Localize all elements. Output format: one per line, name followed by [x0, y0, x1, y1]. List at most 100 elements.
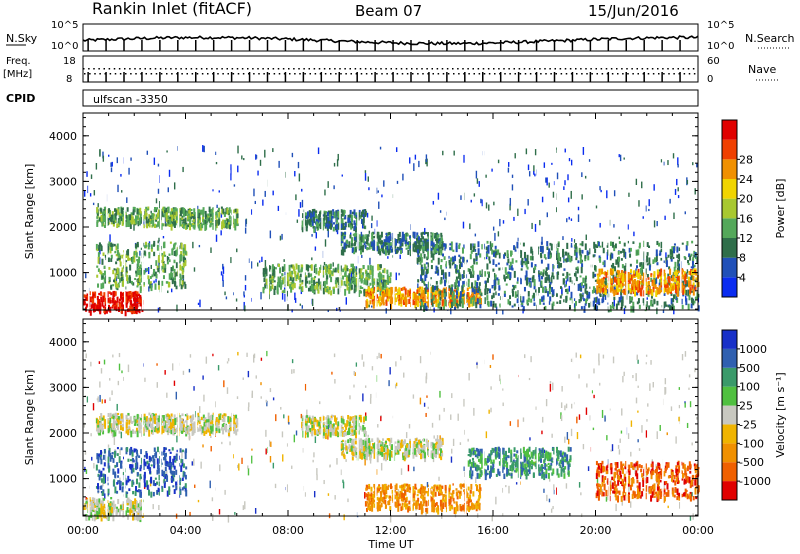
echo-cell: [404, 240, 407, 245]
echo-cell: [279, 276, 282, 280]
echo-cell: [116, 403, 118, 411]
echo-cell: [434, 246, 437, 252]
echo-cell: [234, 223, 237, 231]
echo-cell: [647, 290, 650, 295]
echo-cell: [144, 209, 147, 216]
echo-cell: [632, 306, 635, 313]
echo-cell: [379, 234, 382, 241]
freq-dot: [365, 73, 368, 75]
echo-cell: [183, 281, 186, 285]
echo-cell: [661, 274, 664, 278]
echo-cell: [522, 306, 525, 312]
echo-cell: [368, 287, 371, 293]
echo-cell: [475, 287, 478, 294]
freq-dot: [581, 73, 583, 75]
echo-cell: [659, 279, 662, 284]
echo-cell: [627, 240, 629, 244]
echo-cell: [395, 239, 398, 246]
echo-cell: [179, 255, 182, 259]
freq-dot: [217, 73, 219, 75]
echo-cell: [425, 154, 428, 163]
echo-cell: [244, 275, 247, 281]
nave-dot: [687, 68, 690, 70]
echo-cell: [316, 226, 319, 229]
echo-cell: [398, 231, 401, 237]
echo-cell: [291, 281, 294, 286]
echo-cell: [426, 256, 429, 261]
echo-cell: [674, 287, 677, 294]
echo-cell: [542, 302, 545, 305]
nave-dot: [672, 68, 674, 70]
freq-dot: [104, 73, 106, 75]
echo-cell: [514, 291, 517, 298]
echo-cell: [541, 296, 544, 302]
echo-cell: [173, 223, 176, 228]
echo-cell: [418, 243, 421, 251]
freq-dot: [232, 73, 235, 75]
echo-cell: [454, 264, 457, 269]
echo-cell: [615, 271, 618, 278]
echo-cell: [686, 179, 689, 185]
freq-unit-label: [MHz]: [3, 69, 32, 80]
echo-cell: [632, 241, 635, 244]
echo-cell: [599, 287, 602, 294]
echo-cell: [107, 257, 110, 263]
echo-cell: [463, 154, 465, 163]
nave-dot: [103, 68, 105, 70]
echo-cell: [381, 245, 384, 253]
echo-cell: [124, 309, 127, 317]
echo-cell: [603, 284, 606, 287]
freq-dot: [242, 73, 245, 75]
echo-cell: [345, 459, 347, 462]
echo-cell: [632, 301, 635, 309]
echo-cell: [597, 298, 600, 305]
echo-cell: [380, 278, 383, 285]
echo-cell: [396, 249, 399, 254]
echo-cell: [646, 252, 649, 256]
echo-cell: [479, 304, 482, 309]
echo-cell: [648, 264, 651, 271]
echo-cell: [658, 285, 661, 291]
echo-cell: [385, 242, 388, 246]
nave-dot: [113, 68, 116, 70]
echo-cell: [108, 208, 111, 212]
echo-cell: [172, 265, 175, 272]
echo-cell: [510, 250, 513, 256]
echo-cell: [607, 249, 610, 254]
echo-cell: [149, 218, 152, 222]
echo-cell: [629, 253, 632, 258]
freq-dot: [417, 73, 419, 75]
echo-cell: [333, 162, 336, 167]
echo-cell: [152, 219, 155, 227]
echo-cell: [138, 298, 141, 302]
echo-cell: [269, 285, 272, 291]
freq-dot: [196, 73, 199, 75]
echo-cell: [444, 299, 447, 307]
echo-cell: [565, 258, 568, 263]
echo-cell: [173, 243, 176, 247]
echo-cell: [640, 262, 643, 266]
echo-cell: [124, 271, 127, 277]
echo-cell: [166, 150, 168, 153]
echo-cell: [663, 273, 666, 280]
echo-cell: [327, 181, 329, 188]
echo-cell: [528, 171, 531, 177]
echo-cell: [116, 223, 119, 229]
echo-cell: [166, 261, 169, 265]
echo-cell: [304, 212, 307, 216]
echo-cell: [490, 244, 493, 251]
freq-dot: [309, 73, 311, 75]
echo-cell: [565, 276, 568, 279]
nave-dot: [375, 68, 377, 70]
echo-cell: [390, 291, 393, 296]
echo-cell: [481, 269, 484, 276]
echo-cell: [586, 290, 589, 295]
echo-cell: [389, 515, 392, 523]
echo-cell: [263, 277, 266, 283]
echo-cell: [588, 159, 591, 162]
echo-cell: [610, 264, 613, 268]
echo-cell: [148, 214, 151, 220]
echo-cell: [361, 211, 364, 218]
echo-cell: [667, 160, 669, 166]
echo-cell: [438, 249, 441, 256]
